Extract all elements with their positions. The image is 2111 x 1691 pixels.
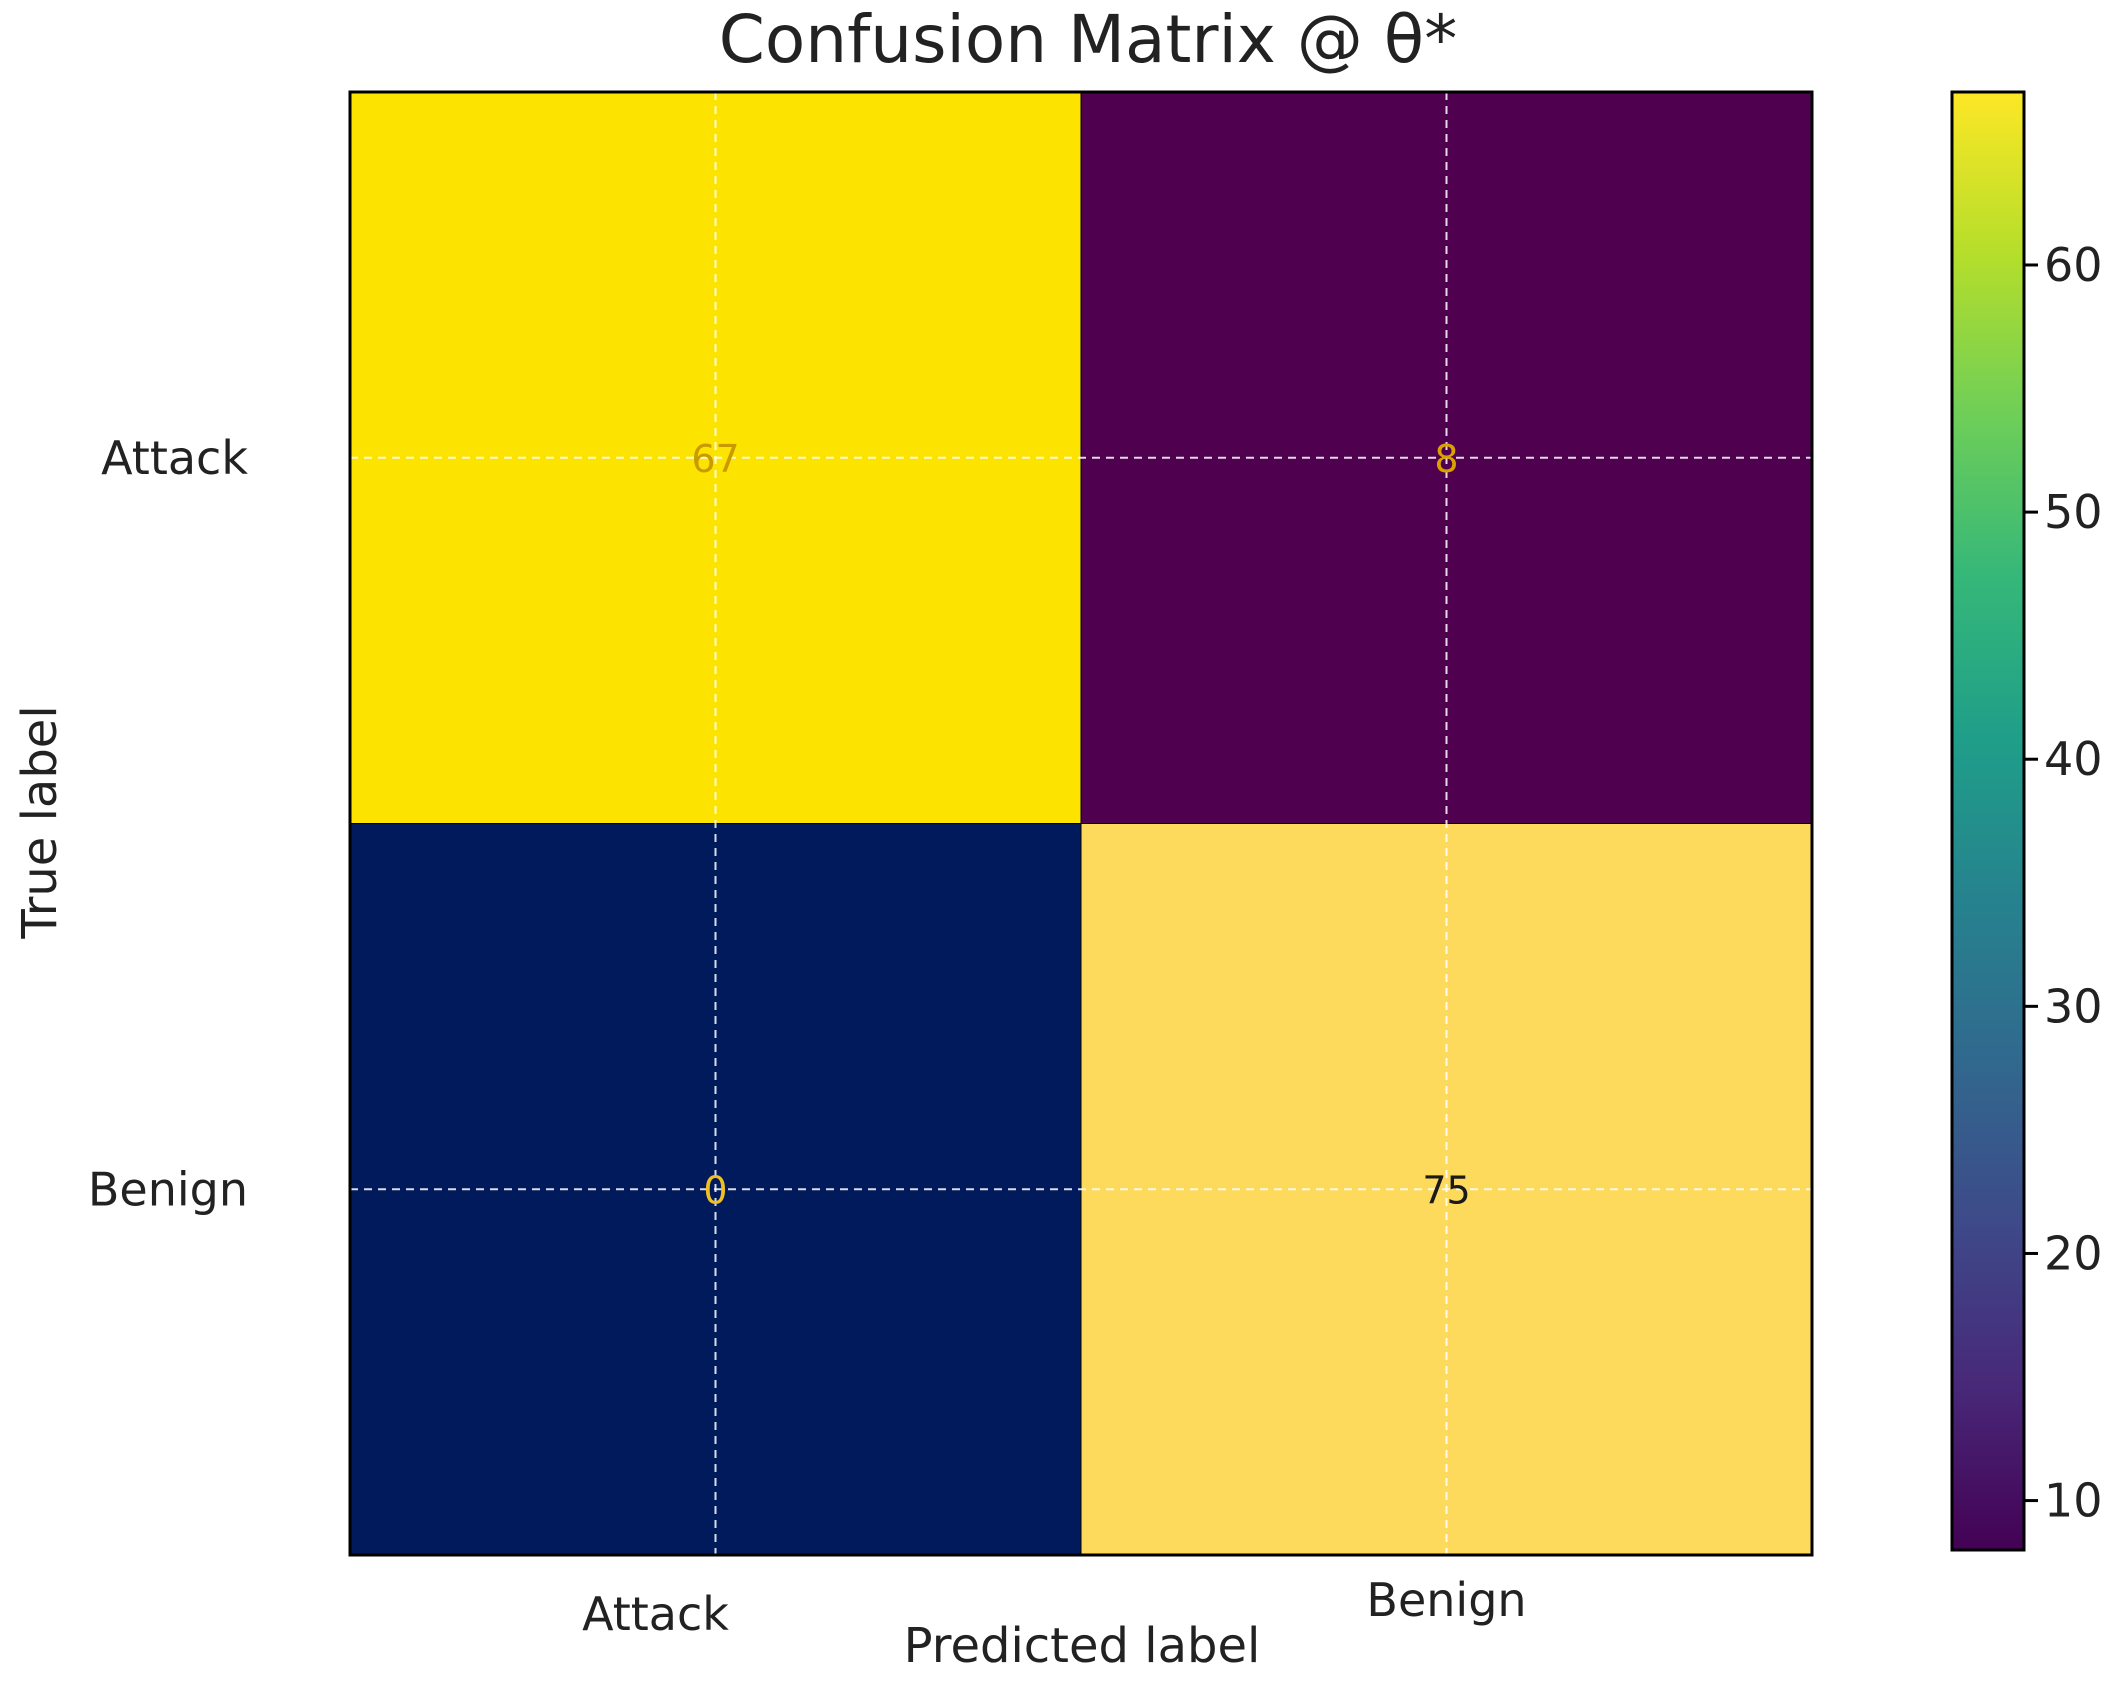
colorbar-tick-label: 50 — [2044, 485, 2103, 539]
y-tick-label: Attack — [101, 431, 248, 485]
colorbar-ticks: 10 20 30 40 50 60 — [2024, 238, 2103, 1528]
cell-value-attack-benign: 8 — [1434, 437, 1458, 481]
y-axis-label: True label — [12, 705, 68, 939]
gridlines — [350, 92, 1812, 1555]
colorbar-tick-label: 40 — [2044, 732, 2103, 786]
x-axis-label: Predicted label — [904, 1618, 1261, 1674]
colorbar-tick-label: 10 — [2044, 1474, 2103, 1528]
colorbar-tick-label: 20 — [2044, 1226, 2103, 1280]
chart-title: Confusion Matrix @ θ* — [719, 1, 1457, 78]
cell-value-benign-attack: 0 — [703, 1168, 727, 1212]
cell-value-attack-attack: 67 — [691, 437, 739, 481]
y-tick-labels: Attack Benign — [88, 431, 249, 1217]
colorbar — [1950, 90, 2026, 1552]
x-tick-labels: Attack Benign — [582, 1573, 1527, 1641]
heatmap-cells — [349, 91, 1813, 1556]
x-tick-label: Attack — [582, 1587, 729, 1641]
colorbar-tick-label: 60 — [2044, 238, 2103, 292]
plot-frame — [348, 90, 1814, 1557]
cell-annotations: 67 8 0 75 — [691, 437, 1470, 1213]
x-tick-label: Benign — [1366, 1573, 1526, 1627]
y-tick-label: Benign — [88, 1162, 248, 1216]
colorbar-tick-label: 30 — [2044, 979, 2103, 1033]
cell-value-benign-benign: 75 — [1422, 1168, 1470, 1212]
